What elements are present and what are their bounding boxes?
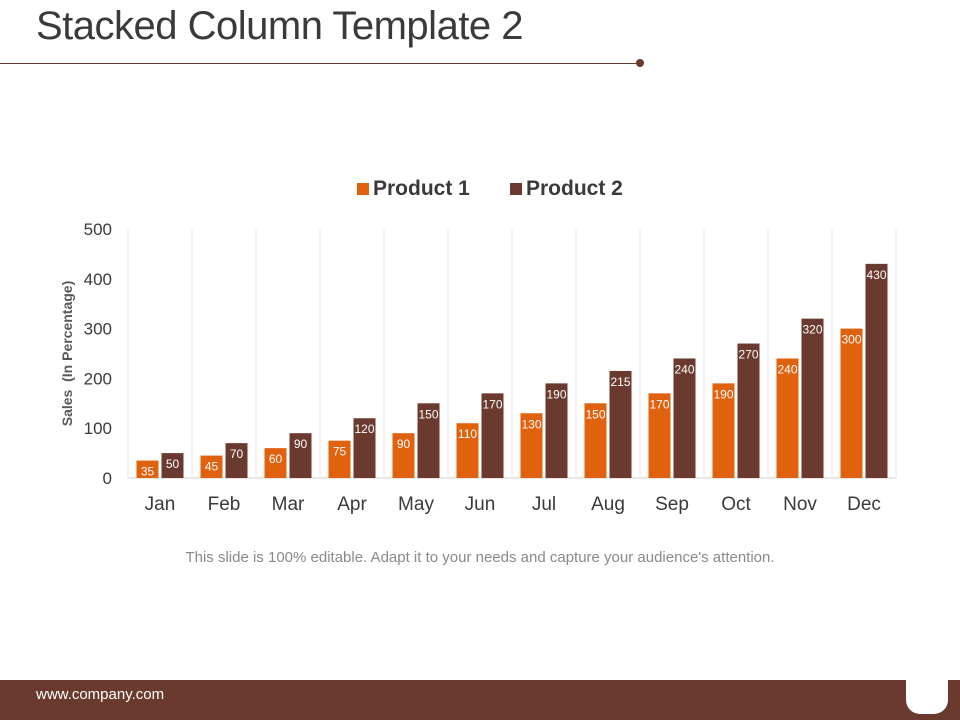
data-label: 320 [802,323,822,337]
x-tick-label: Nov [783,494,817,515]
y-tick-label: 500 [84,220,112,239]
bar-product-2 [737,343,760,478]
data-label: 130 [521,417,541,431]
bar-product-2 [609,370,632,478]
data-label: 150 [418,407,438,421]
bar-product-2 [865,263,888,478]
data-label: 70 [230,447,244,461]
data-label: 270 [738,348,758,362]
y-axis-title: Sales (In Percentage) [59,281,75,427]
bar-product-2 [353,418,376,478]
data-label: 190 [546,387,566,401]
bar-product-2 [801,318,824,478]
legend-swatch [510,183,522,195]
data-label: 300 [841,333,861,347]
footer-bar [0,680,960,720]
title-divider [0,63,640,64]
bar-product-2 [673,358,696,478]
y-tick-label: 200 [84,369,112,388]
bar-product-2 [161,453,184,478]
data-label: 75 [333,445,347,459]
data-label: 35 [141,465,155,479]
x-tick-label: May [398,494,434,515]
bar-product-2 [225,443,248,478]
x-tick-label: Feb [208,494,241,515]
data-label: 90 [294,437,308,451]
x-tick-label: Jul [532,494,556,515]
bar-product-1 [328,440,351,478]
bar-product-2 [545,383,568,478]
bar-product-1 [520,413,543,478]
legend-swatch [357,183,369,195]
data-label: 120 [354,422,374,436]
bar-product-1 [456,423,479,478]
data-label: 90 [397,437,411,451]
y-tick-label: 300 [84,320,112,339]
slide-title: Stacked Column Template 2 [36,4,524,48]
x-tick-label: Mar [272,494,305,515]
y-tick-label: 0 [103,469,112,488]
data-label: 50 [166,457,180,471]
legend-label: Product 1 [373,177,470,200]
bar-product-1 [776,358,799,478]
data-label: 170 [482,397,502,411]
x-tick-label: Apr [337,494,367,515]
data-label: 170 [649,397,669,411]
bar-product-2 [289,433,312,478]
bar-product-2 [417,403,440,478]
x-tick-label: Jan [145,494,176,515]
data-label: 430 [866,268,886,282]
bar-product-1 [200,455,223,478]
bar-product-1 [392,433,415,478]
x-tick-label: Jun [465,494,496,515]
y-tick-label: 100 [84,419,112,438]
bar-product-1 [840,328,863,478]
data-label: 150 [585,407,605,421]
slide-caption: This slide is 100% editable. Adapt it to… [185,549,775,566]
x-tick-label: Dec [847,494,881,515]
y-tick-label: 400 [84,270,112,289]
bar-product-1 [264,448,287,478]
bar-product-1 [584,403,607,478]
data-label: 60 [269,452,283,466]
x-tick-label: Oct [721,494,751,515]
legend-label: Product 2 [526,177,623,200]
bar-product-1 [136,460,159,478]
x-tick-label: Aug [591,494,625,515]
bar-product-1 [712,383,735,478]
data-label: 215 [610,375,630,389]
footer-url: www.company.com [36,686,165,703]
data-label: 45 [205,460,219,474]
bar-product-1 [648,393,671,478]
data-label: 190 [713,387,733,401]
bar-product-2 [481,393,504,478]
title-divider-dot [636,59,644,67]
data-label: 110 [458,427,477,441]
footer-tab [906,676,948,714]
data-label: 240 [777,362,797,376]
sales-chart: 0 100 200 300 400 500 Sales (In Percentage) 35 5… [59,177,897,515]
x-tick-label: Sep [655,494,689,515]
data-label: 240 [674,362,694,376]
